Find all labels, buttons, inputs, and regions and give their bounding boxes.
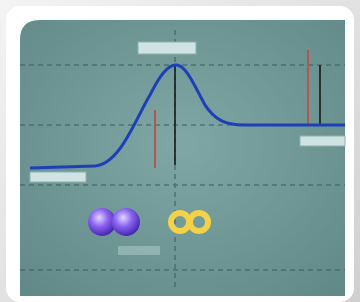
molecule-atom xyxy=(112,208,140,236)
label-box xyxy=(30,172,86,182)
page xyxy=(0,0,360,302)
label-box xyxy=(138,42,196,54)
label-box xyxy=(300,136,345,146)
label-box xyxy=(118,246,160,255)
screenshot xyxy=(0,0,360,302)
sim-panel xyxy=(20,20,345,296)
molecule-atom xyxy=(88,208,116,236)
